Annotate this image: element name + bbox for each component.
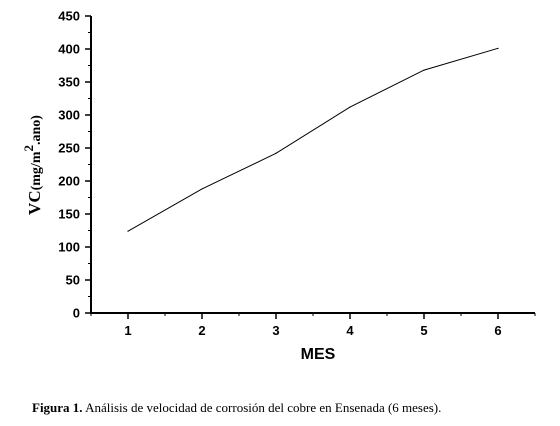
data-point xyxy=(127,230,129,232)
data-point xyxy=(423,69,425,71)
data-point xyxy=(275,152,277,154)
figure-caption: Figura 1. Análisis de velocidad de corro… xyxy=(32,400,552,416)
y-tick-label: 50 xyxy=(66,273,80,288)
data-point xyxy=(349,106,351,108)
y-tick-label: 150 xyxy=(58,207,80,222)
y-tick-label: 200 xyxy=(58,174,80,189)
y-tick-label: 400 xyxy=(58,42,80,57)
x-ticks: 1 2 3 4 5 6 xyxy=(90,313,536,338)
y-axis-title: VC(mg/m2.ano) xyxy=(21,115,44,215)
y-tick-label: 250 xyxy=(58,141,80,156)
series-points xyxy=(127,47,499,232)
y-tick-label: 100 xyxy=(58,240,80,255)
x-tick-label: 4 xyxy=(346,323,354,338)
y-tick-label: 450 xyxy=(58,9,80,24)
y-ticks: 0 50 100 150 200 250 300 350 400 450 xyxy=(58,9,91,321)
x-tick-label: 2 xyxy=(198,323,205,338)
x-tick-label: 1 xyxy=(124,323,131,338)
y-axis-title-sup: 2 xyxy=(21,145,36,152)
y-axis-title-unit-end: .ano) xyxy=(29,115,44,145)
x-tick-label: 6 xyxy=(494,323,501,338)
series-line xyxy=(127,47,499,232)
y-tick-label: 300 xyxy=(58,108,80,123)
y-tick-label: 0 xyxy=(73,306,80,321)
y-tick-label: 350 xyxy=(58,75,80,90)
y-axis-title-unit: (mg/m xyxy=(29,151,44,190)
caption-label: Figura 1. xyxy=(32,400,83,415)
data-point xyxy=(497,47,499,49)
line-chart: 0 50 100 150 200 250 300 350 400 450 1 2 3 4 5 6 MES V… xyxy=(21,9,536,363)
x-tick-label: 3 xyxy=(272,323,279,338)
axes xyxy=(90,16,535,314)
y-axis-title-prefix: VC xyxy=(25,190,44,215)
x-tick-label: 5 xyxy=(420,323,427,338)
data-point xyxy=(201,188,203,190)
caption-text: Análisis de velocidad de corrosión del c… xyxy=(82,400,442,415)
x-axis-title: MES xyxy=(301,346,336,363)
